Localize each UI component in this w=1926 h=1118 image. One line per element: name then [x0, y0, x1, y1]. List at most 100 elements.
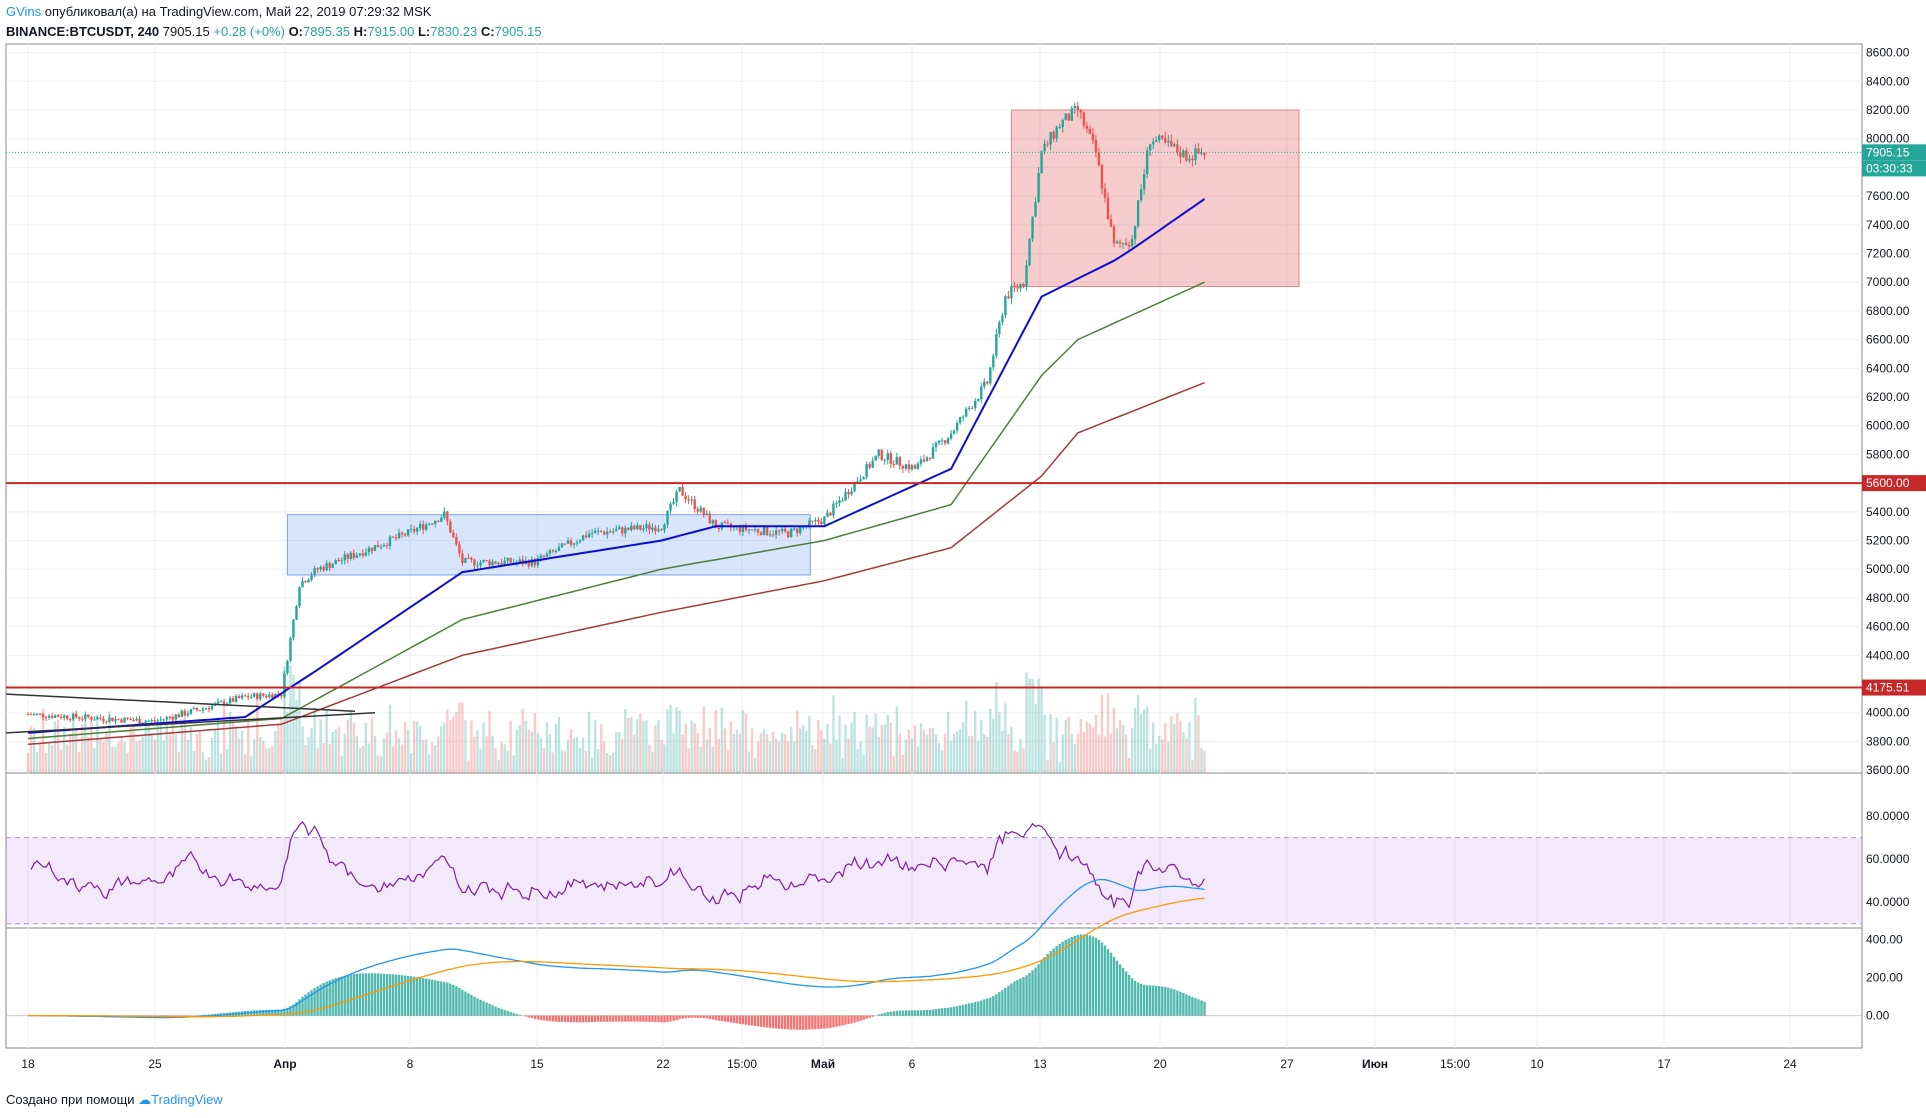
candle-body [192, 708, 196, 710]
macd-histogram-bar [702, 1015, 705, 1019]
price-tick-label[interactable]: 6400.00 [1866, 361, 1910, 375]
price-tick-label[interactable]: 4600.00 [1866, 620, 1910, 634]
candle-body [660, 529, 663, 531]
trend-line[interactable] [5, 693, 356, 713]
price-tick-label[interactable]: 7200.00 [1866, 247, 1910, 261]
price-tick-label[interactable]: 4000.00 [1866, 706, 1910, 720]
volume-bar [328, 744, 331, 773]
price-tick-label[interactable]: 6200.00 [1866, 390, 1910, 404]
time-tick-label[interactable]: Май [811, 1057, 835, 1071]
volume-bar [117, 741, 120, 773]
rsi-tick-label[interactable]: 40.0000 [1866, 895, 1910, 909]
time-tick-label[interactable]: 27 [1280, 1057, 1294, 1071]
trend-line[interactable] [5, 711, 376, 734]
time-tick-label[interactable]: 17 [1657, 1057, 1671, 1071]
macd-histogram-bar [968, 1003, 971, 1016]
volume-bar [530, 731, 533, 773]
time-tick-label[interactable]: 25 [148, 1057, 162, 1071]
macd-histogram-bar [1082, 934, 1086, 1016]
price-tick-label[interactable]: 3800.00 [1866, 734, 1910, 748]
price-axis[interactable]: 8600.008400.008200.008000.007800.007600.… [1866, 46, 1910, 1023]
volume-bar [1061, 734, 1064, 773]
volume-bar [403, 721, 407, 773]
time-tick-label[interactable]: 13 [1033, 1057, 1047, 1071]
macd-histogram-bar [913, 1010, 917, 1016]
candle-body [654, 527, 657, 532]
price-tick-label[interactable]: 5000.00 [1866, 562, 1910, 576]
volume-bar [1091, 727, 1095, 773]
volume-bar [602, 741, 606, 773]
price-tick-label[interactable]: 6800.00 [1866, 304, 1910, 318]
price-tick-label[interactable]: 3600.00 [1866, 763, 1910, 777]
macd-histogram-bar [895, 1010, 898, 1016]
time-tick-label[interactable]: 10 [1530, 1057, 1544, 1071]
time-tick-label[interactable]: Июн [1362, 1057, 1388, 1071]
price-tick-label[interactable]: 4800.00 [1866, 591, 1910, 605]
candle-body [1176, 144, 1179, 153]
time-tick-label[interactable]: 6 [909, 1057, 916, 1071]
candle-body [865, 464, 868, 478]
candle-body [1127, 244, 1131, 247]
macd-histogram-bar [633, 1015, 636, 1022]
time-tick-label[interactable]: 24 [1783, 1057, 1797, 1071]
macd-histogram-bar [732, 1015, 736, 1023]
macd-histogram-bar [829, 1015, 832, 1028]
macd-histogram-bar [548, 1015, 552, 1022]
macd-histogram-bar [1194, 998, 1197, 1016]
time-axis[interactable]: 18 25 Апр 8 15 22 15:00 Май 6 13 20 27 Июн 15:00 10 17 2… [21, 1057, 1797, 1071]
price-tick-label[interactable]: 6000.00 [1866, 419, 1910, 433]
author-link[interactable]: GVins [6, 4, 42, 19]
time-tick-label[interactable]: 22 [656, 1057, 670, 1071]
macd-histogram-bar [958, 1005, 962, 1016]
volume-bar [497, 759, 500, 773]
price-tick-label[interactable]: 5800.00 [1866, 447, 1910, 461]
volume-bar [648, 744, 651, 773]
tradingview-link[interactable]: TradingView [151, 1092, 223, 1107]
time-tick-label[interactable]: 20 [1153, 1057, 1167, 1071]
price-tick-label[interactable]: 5400.00 [1866, 505, 1910, 519]
macd-tick-label[interactable]: 400.00 [1866, 932, 1903, 946]
horizontal-levels[interactable] [6, 151, 1862, 689]
volume-bar [63, 726, 66, 773]
time-tick-label[interactable]: 15:00 [1440, 1057, 1470, 1071]
candle-body [437, 520, 440, 522]
candle-body [292, 619, 295, 638]
volume-bar [1167, 741, 1170, 773]
candle-body [1170, 140, 1173, 147]
macd-tick-label[interactable]: 0.00 [1866, 1009, 1890, 1023]
candle-body [898, 456, 902, 466]
price-tick-label[interactable]: 7000.00 [1866, 275, 1910, 289]
price-tick-label[interactable]: 7400.00 [1866, 218, 1910, 232]
macd-histogram-bar [180, 1015, 184, 1017]
time-tick-label[interactable]: 15 [530, 1057, 544, 1071]
price-tick-label[interactable]: 7600.00 [1866, 189, 1910, 203]
time-tick-label[interactable]: 18 [21, 1057, 35, 1071]
time-tick-label[interactable]: 8 [407, 1057, 414, 1071]
macd-tick-label[interactable]: 200.00 [1866, 971, 1903, 985]
price-tick-label[interactable]: 6600.00 [1866, 333, 1910, 347]
volume-bar [599, 724, 603, 773]
macd-histogram-bar [835, 1015, 838, 1027]
macd-histogram-bar [412, 976, 416, 1016]
price-tick-label[interactable]: 4400.00 [1866, 648, 1910, 662]
rsi-tick-label[interactable]: 80.0000 [1866, 809, 1910, 823]
time-tick-label[interactable]: 15:00 [727, 1057, 757, 1071]
price-tick-label[interactable]: 8200.00 [1866, 103, 1910, 117]
macd-histogram-bar [747, 1015, 751, 1026]
macd-pane [6, 878, 1862, 1030]
price-tick-label[interactable]: 8000.00 [1866, 132, 1910, 146]
candle-body [204, 708, 208, 710]
macd-histogram-bar [1155, 985, 1158, 1016]
price-tick-label[interactable]: 5200.00 [1866, 534, 1910, 548]
price-tick-label[interactable]: 8600.00 [1866, 46, 1910, 60]
macd-histogram-bar [955, 1006, 959, 1016]
volume-bar [841, 758, 844, 773]
trend-lines[interactable] [5, 693, 376, 734]
macd-histogram-bar [198, 1015, 202, 1016]
price-tick-label[interactable]: 8400.00 [1866, 74, 1910, 88]
rsi-tick-label[interactable]: 60.0000 [1866, 852, 1910, 866]
time-tick-label[interactable]: Апр [273, 1057, 296, 1071]
candle-body [931, 447, 935, 459]
volume-bar [814, 748, 817, 773]
